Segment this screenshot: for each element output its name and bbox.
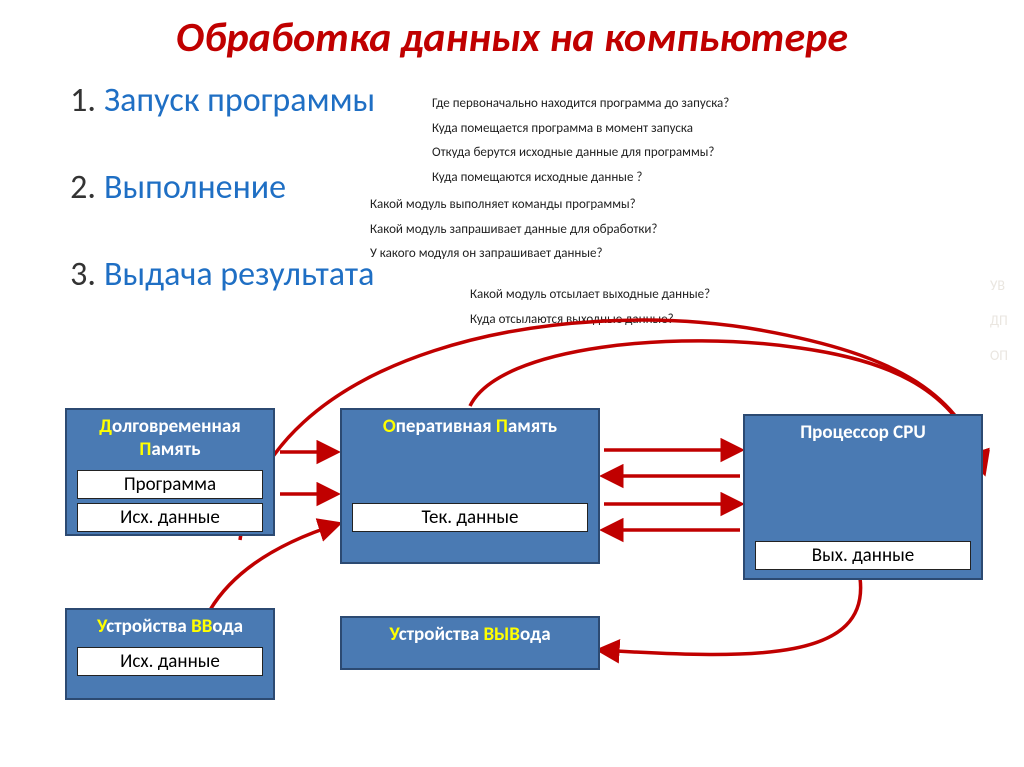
question-line: Какой модуль выполняет команды программы… — [370, 193, 657, 218]
node-uout: Устройства ВЫВода — [340, 616, 600, 670]
node-cpu: Процессор CPU Вых. данные — [743, 414, 983, 580]
step-3-text: Выдача результата — [104, 254, 374, 295]
question-line: Какой модуль запрашивает данные для обра… — [370, 218, 657, 243]
node-title: Устройства ВЫВода — [342, 618, 598, 651]
node-inner-label: Тек. данные — [352, 503, 588, 532]
step-3: 3. Выдача результата — [50, 254, 375, 295]
node-inner-label: Вых. данные — [755, 541, 971, 570]
question-line: Откуда берутся исходные данные для прогр… — [432, 141, 729, 166]
question-line: У какого модуля он запрашивает данные? — [370, 242, 657, 267]
step-2-text: Выполнение — [104, 167, 286, 208]
question-line: Где первоначально находится программа до… — [432, 92, 729, 117]
node-dp: Долговременная Память Программа Исх. данны… — [65, 408, 275, 536]
step-1-text: Запуск программы — [104, 80, 375, 121]
steps-list: 1. Запуск программы 2. Выполнение 3. Выд… — [50, 80, 375, 341]
question-line: Куда помещаются исходные данные ? — [432, 166, 729, 191]
node-title: Процессор CPU — [745, 416, 981, 449]
question-line: Куда отсылаются выходные данные? — [470, 308, 710, 333]
step-3-num: 3. — [50, 254, 104, 295]
step-1-num: 1. — [50, 80, 104, 121]
step-2-num: 2. — [50, 167, 104, 208]
node-title: Устройства ВВода — [67, 610, 273, 643]
node-inner-label: Исх. данные — [77, 503, 263, 532]
node-title: Долговременная Память — [67, 410, 273, 466]
page-title: Обработка данных на компьютере — [0, 0, 1024, 63]
node-uin: Устройства ВВода Исх. данные — [65, 608, 275, 700]
questions-group-1: Где первоначально находится программа до… — [432, 92, 729, 191]
node-inner-label: Исх. данные — [77, 647, 263, 676]
step-1: 1. Запуск программы — [50, 80, 375, 121]
question-line: Куда помещается программа в момент запус… — [432, 117, 729, 142]
side-label: ДП — [990, 303, 1018, 338]
side-label: ОП — [990, 338, 1018, 373]
arrow — [600, 578, 861, 655]
node-title: Оперативная Память — [342, 410, 598, 443]
questions-group-3: Какой модуль отсылает выходные данные?Ку… — [470, 283, 710, 332]
node-inner-label: Программа — [77, 470, 263, 499]
questions-group-2: Какой модуль выполняет команды программы… — [370, 193, 657, 267]
node-op: Оперативная Память Тек. данные — [340, 408, 600, 564]
question-line: Какой модуль отсылает выходные данные? — [470, 283, 710, 308]
arrow — [210, 524, 338, 610]
side-labels: УВДПОП — [990, 268, 1018, 373]
step-2: 2. Выполнение — [50, 167, 375, 208]
side-label: УВ — [990, 268, 1018, 303]
